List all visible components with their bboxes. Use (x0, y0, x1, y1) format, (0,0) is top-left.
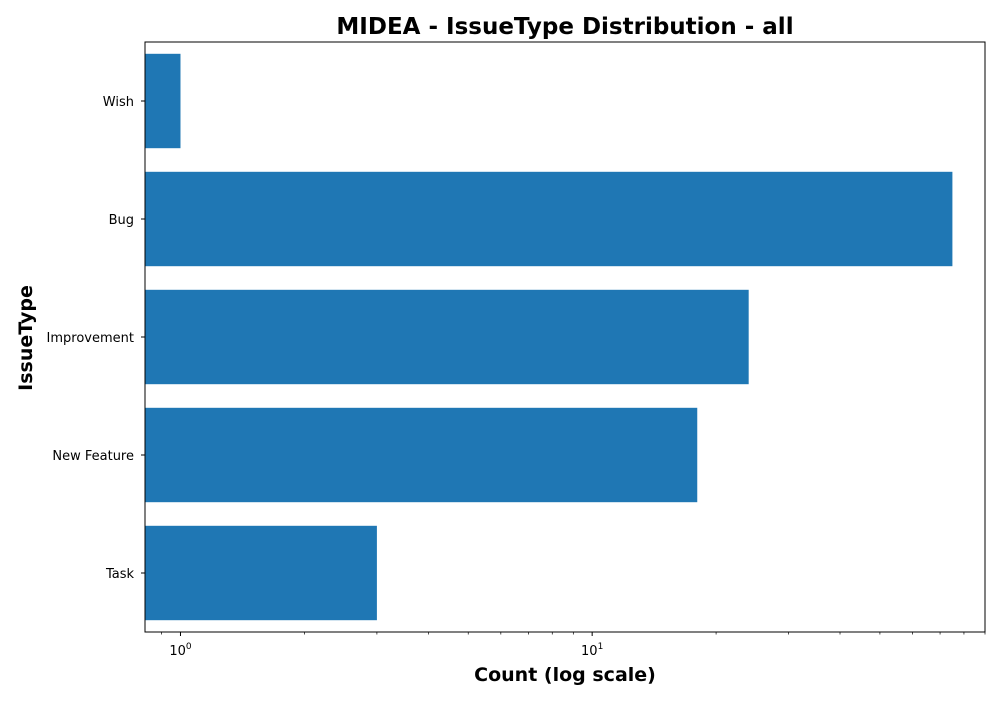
y-axis-label: IssueType (15, 285, 37, 391)
bars-group (145, 53, 953, 621)
bar-task (145, 525, 377, 621)
y-tick-label: New Feature (52, 449, 134, 464)
bar-bug (145, 171, 953, 267)
y-tick-label: Task (105, 567, 135, 582)
x-tick-label: 101 (581, 642, 603, 659)
x-axis: 100 101 (161, 632, 986, 659)
x-tick-label: 100 (169, 642, 192, 659)
y-tick-label: Wish (103, 95, 134, 110)
bar-wish (145, 53, 181, 149)
bar-new-feature (145, 407, 698, 503)
chart-title: MIDEA - IssueType Distribution - all (336, 14, 793, 40)
bar-improvement (145, 289, 749, 385)
y-axis: Wish Bug Improvement New Feature Task (47, 95, 145, 582)
y-tick-label: Bug (109, 213, 134, 228)
y-tick-label: Improvement (47, 331, 134, 346)
x-axis-label: Count (log scale) (474, 664, 656, 686)
